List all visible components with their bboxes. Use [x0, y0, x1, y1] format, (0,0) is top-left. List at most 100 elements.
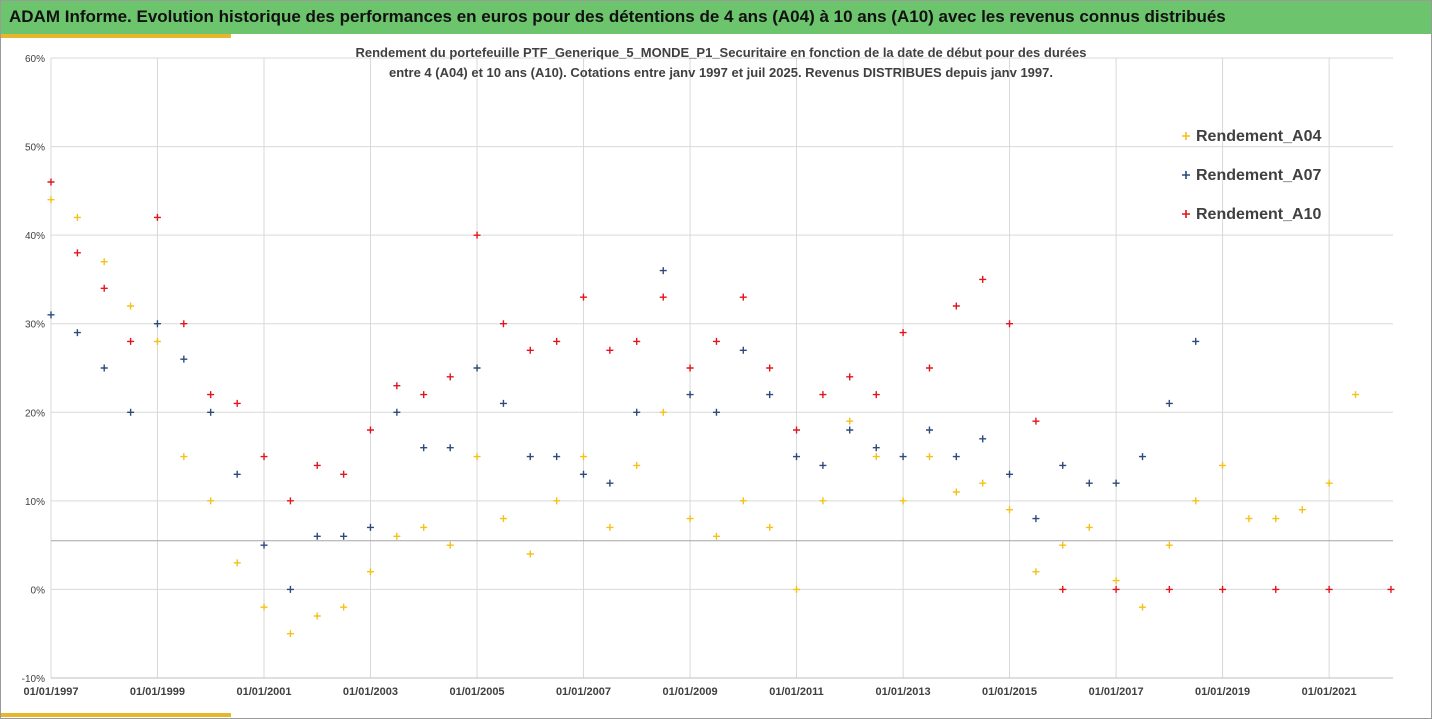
data-point — [633, 408, 641, 416]
legend-label: Rendement_A04 — [1196, 128, 1321, 145]
data-point — [1219, 585, 1227, 593]
data-point — [313, 612, 321, 620]
data-point — [340, 603, 348, 611]
data-point — [1245, 515, 1253, 523]
data-point — [606, 479, 614, 487]
data-point — [979, 275, 987, 283]
y-tick-label: 40% — [25, 231, 45, 242]
data-point — [952, 488, 960, 496]
data-point — [579, 470, 587, 478]
data-point — [659, 408, 667, 416]
data-point — [446, 541, 454, 549]
data-point — [473, 231, 481, 239]
data-point — [393, 408, 401, 416]
data-point — [1085, 479, 1093, 487]
data-point — [846, 417, 854, 425]
chart-title-line-2: entre 4 (A04) et 10 ans (A10). Cotations… — [389, 65, 1053, 80]
series-rendement_a07 — [47, 267, 1200, 593]
x-tick-label: 01/01/2015 — [982, 686, 1037, 698]
data-point — [499, 515, 507, 523]
data-point — [899, 453, 907, 461]
accent-line-top — [1, 34, 231, 38]
data-point — [526, 550, 534, 558]
data-point — [819, 391, 827, 399]
x-axis-ticks: 01/01/1997 01/01/1999 01/01/2001 01/01/2003… — [23, 686, 1356, 698]
data-point — [1032, 568, 1040, 576]
data-point — [766, 364, 774, 372]
y-tick-label: 10% — [25, 497, 45, 508]
data-point — [633, 337, 641, 345]
data-point — [1139, 453, 1147, 461]
data-point — [1325, 479, 1333, 487]
data-point — [1325, 585, 1333, 593]
x-tick-label: 01/01/2013 — [876, 686, 931, 698]
data-point — [473, 453, 481, 461]
y-tick-label: 20% — [25, 408, 45, 419]
data-point — [526, 453, 534, 461]
data-point — [1192, 497, 1200, 505]
data-point — [233, 399, 241, 407]
grid — [50, 57, 1393, 679]
data-point — [819, 497, 827, 505]
x-tick-label: 01/01/2019 — [1195, 686, 1250, 698]
data-point — [712, 532, 720, 540]
data-point — [979, 435, 987, 443]
data-point — [553, 337, 561, 345]
data-point — [127, 337, 135, 345]
data-point — [393, 382, 401, 390]
y-tick-label: 30% — [25, 320, 45, 331]
data-point — [579, 453, 587, 461]
data-point — [260, 541, 268, 549]
data-point — [100, 258, 108, 266]
data-point — [1298, 506, 1306, 514]
data-point — [1272, 515, 1280, 523]
series-rendement_a04 — [47, 196, 1360, 638]
y-tick-label: 50% — [25, 143, 45, 154]
data-point — [872, 391, 880, 399]
data-point — [1387, 585, 1395, 593]
data-point — [366, 523, 374, 531]
data-point — [127, 302, 135, 310]
data-point — [766, 523, 774, 531]
data-point — [925, 364, 933, 372]
data-point — [1139, 603, 1147, 611]
legend-marker — [1182, 132, 1190, 140]
y-tick-label: -10% — [22, 674, 45, 685]
data-point — [686, 391, 694, 399]
data-point — [739, 497, 747, 505]
data-point — [1085, 523, 1093, 531]
data-point — [1165, 585, 1173, 593]
x-tick-label: 01/01/2017 — [1089, 686, 1144, 698]
data-point — [233, 470, 241, 478]
data-point — [1112, 577, 1120, 585]
data-point — [73, 213, 81, 221]
legend-label: Rendement_A10 — [1196, 206, 1321, 223]
data-point — [260, 603, 268, 611]
header-bar: ADAM Informe. Evolution historique des p… — [1, 1, 1431, 34]
data-point — [846, 426, 854, 434]
data-point — [553, 453, 561, 461]
data-point — [420, 444, 428, 452]
data-point — [1272, 585, 1280, 593]
data-point — [1059, 585, 1067, 593]
legend-marker — [1182, 210, 1190, 218]
accent-line-bottom — [1, 713, 231, 717]
legend-label: Rendement_A07 — [1196, 167, 1321, 184]
data-point — [1192, 337, 1200, 345]
data-point — [313, 532, 321, 540]
x-tick-label: 01/01/2003 — [343, 686, 398, 698]
data-point — [526, 346, 534, 354]
data-point — [420, 391, 428, 399]
data-point — [366, 568, 374, 576]
x-tick-label: 01/01/2011 — [769, 686, 823, 698]
data-point — [153, 213, 161, 221]
data-point — [207, 391, 215, 399]
data-point — [1165, 399, 1173, 407]
data-point — [739, 293, 747, 301]
data-point — [73, 329, 81, 337]
data-point — [952, 453, 960, 461]
data-point — [766, 391, 774, 399]
data-point — [979, 479, 987, 487]
data-point — [579, 293, 587, 301]
